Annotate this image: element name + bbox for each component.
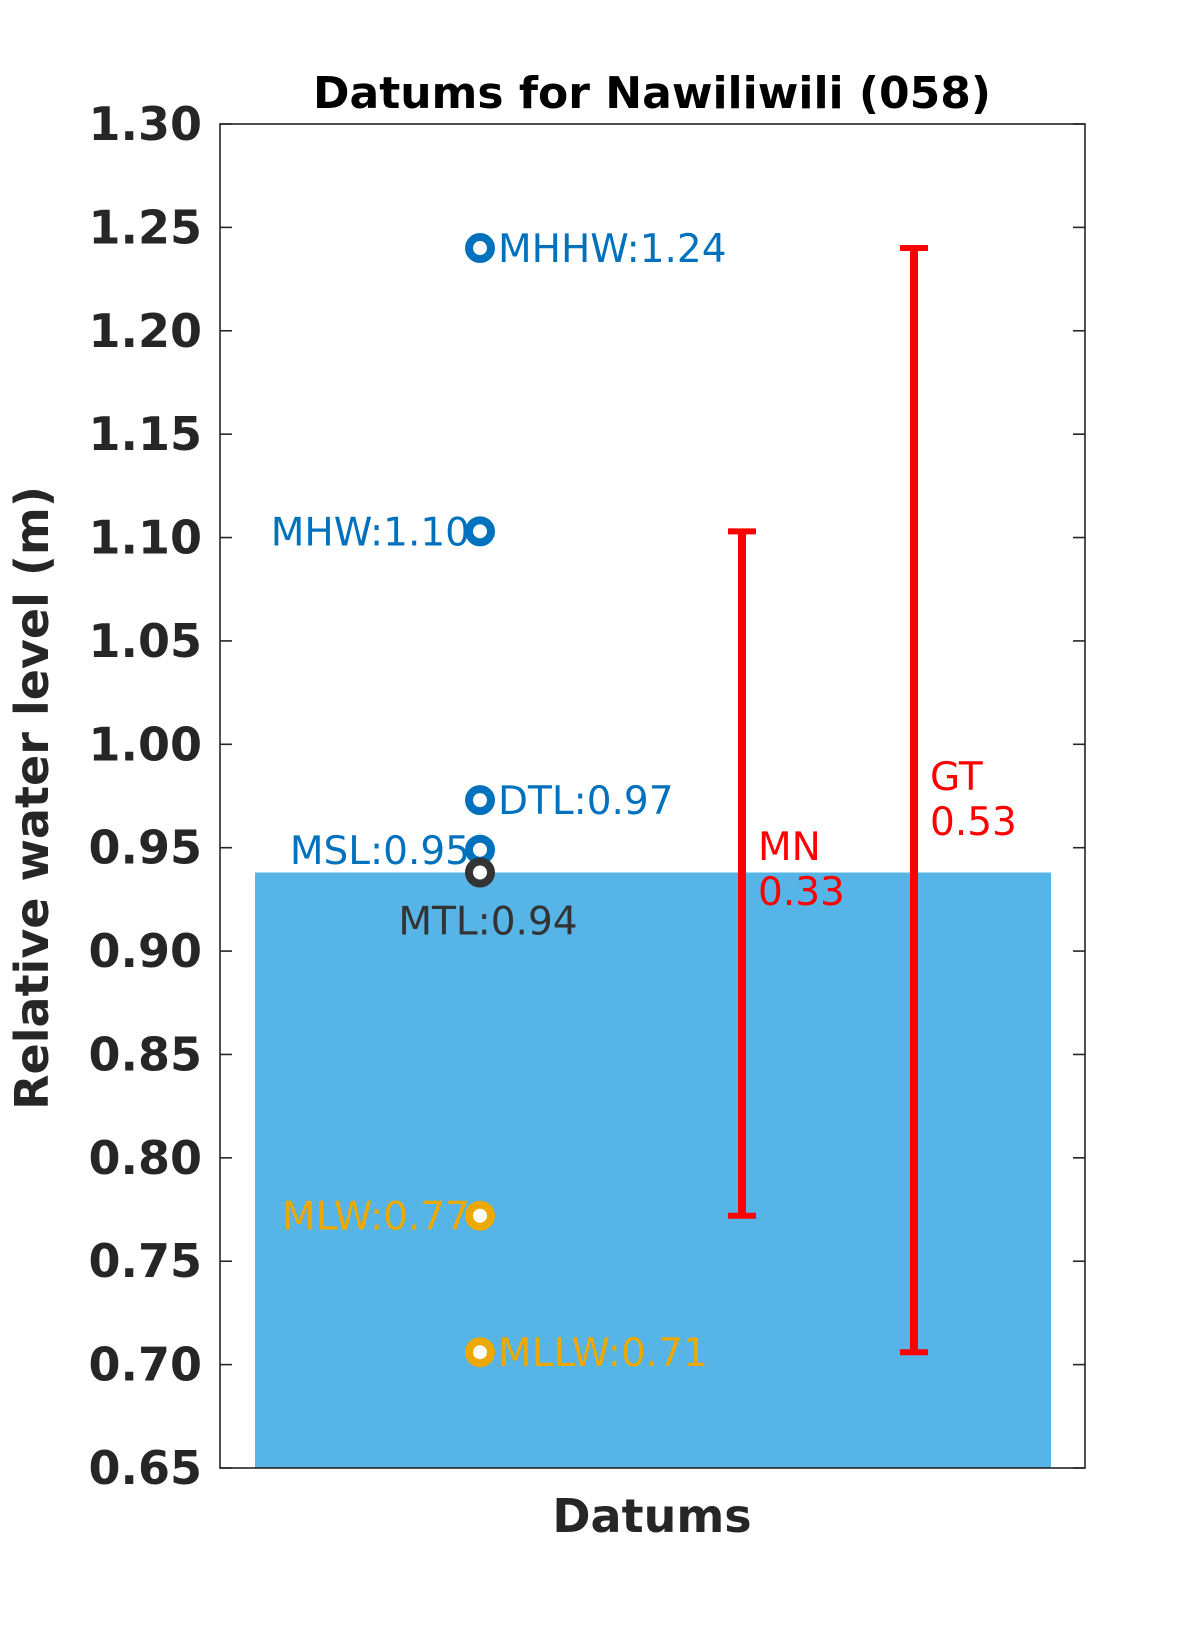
y-tick-label: 1.30 bbox=[89, 97, 203, 151]
y-tick-label: 1.10 bbox=[89, 511, 203, 565]
x-axis-label: Datums bbox=[552, 1489, 751, 1543]
range-label-mn: 0.33 bbox=[758, 870, 845, 915]
y-tick-label: 1.25 bbox=[89, 200, 203, 254]
datum-label-mlw: MLW:0.77 bbox=[282, 1195, 470, 1240]
water-level-fill bbox=[255, 872, 1051, 1468]
datum-marker-mlw bbox=[465, 1200, 495, 1231]
y-tick-label: 0.75 bbox=[89, 1234, 203, 1288]
datum-label-mtl: MTL:0.94 bbox=[398, 900, 577, 945]
y-tick-label: 1.20 bbox=[89, 304, 203, 358]
chart-title: Datums for Nawiliwili (058) bbox=[313, 68, 991, 119]
range-label-gt: 0.53 bbox=[930, 800, 1017, 845]
y-tick-label: 0.85 bbox=[89, 1027, 203, 1081]
datum-label-mllw: MLLW:0.71 bbox=[498, 1331, 708, 1376]
y-tick-label: 1.05 bbox=[89, 614, 203, 668]
range-label-gt: GT bbox=[930, 755, 983, 800]
datum-marker-msl bbox=[465, 834, 495, 865]
plot-frame bbox=[219, 123, 1086, 1469]
range-label-mn: MN bbox=[758, 825, 821, 870]
y-tick-label: 0.90 bbox=[89, 924, 203, 978]
datum-label-dtl: DTL:0.97 bbox=[498, 779, 674, 824]
plot-area: 0.65 0.70 0.75 0.80 0.85 0.90 0.95 1.00 1.05 1.10… bbox=[89, 97, 1086, 1495]
y-axis-label: Relative water level (m) bbox=[5, 486, 59, 1110]
datum-label-msl: MSL:0.95 bbox=[290, 829, 470, 874]
datum-marker-mhw bbox=[465, 516, 495, 547]
y-tick-label: 1.00 bbox=[89, 717, 203, 771]
y-tick-label: 0.70 bbox=[89, 1338, 203, 1392]
datum-label-mhhw: MHHW:1.24 bbox=[498, 227, 727, 272]
y-tick-label: 1.15 bbox=[89, 407, 203, 461]
y-tick-label: 0.80 bbox=[89, 1131, 203, 1185]
datum-marker-mllw bbox=[465, 1337, 495, 1368]
datum-marker-mhhw bbox=[465, 233, 495, 264]
datum-marker-mtl bbox=[465, 857, 495, 888]
y-tick-label: 0.65 bbox=[89, 1441, 203, 1495]
datum-marker-dtl bbox=[465, 785, 495, 816]
y-tick-label: 0.95 bbox=[89, 821, 203, 875]
datum-label-mhw: MHW:1.10 bbox=[271, 510, 470, 555]
